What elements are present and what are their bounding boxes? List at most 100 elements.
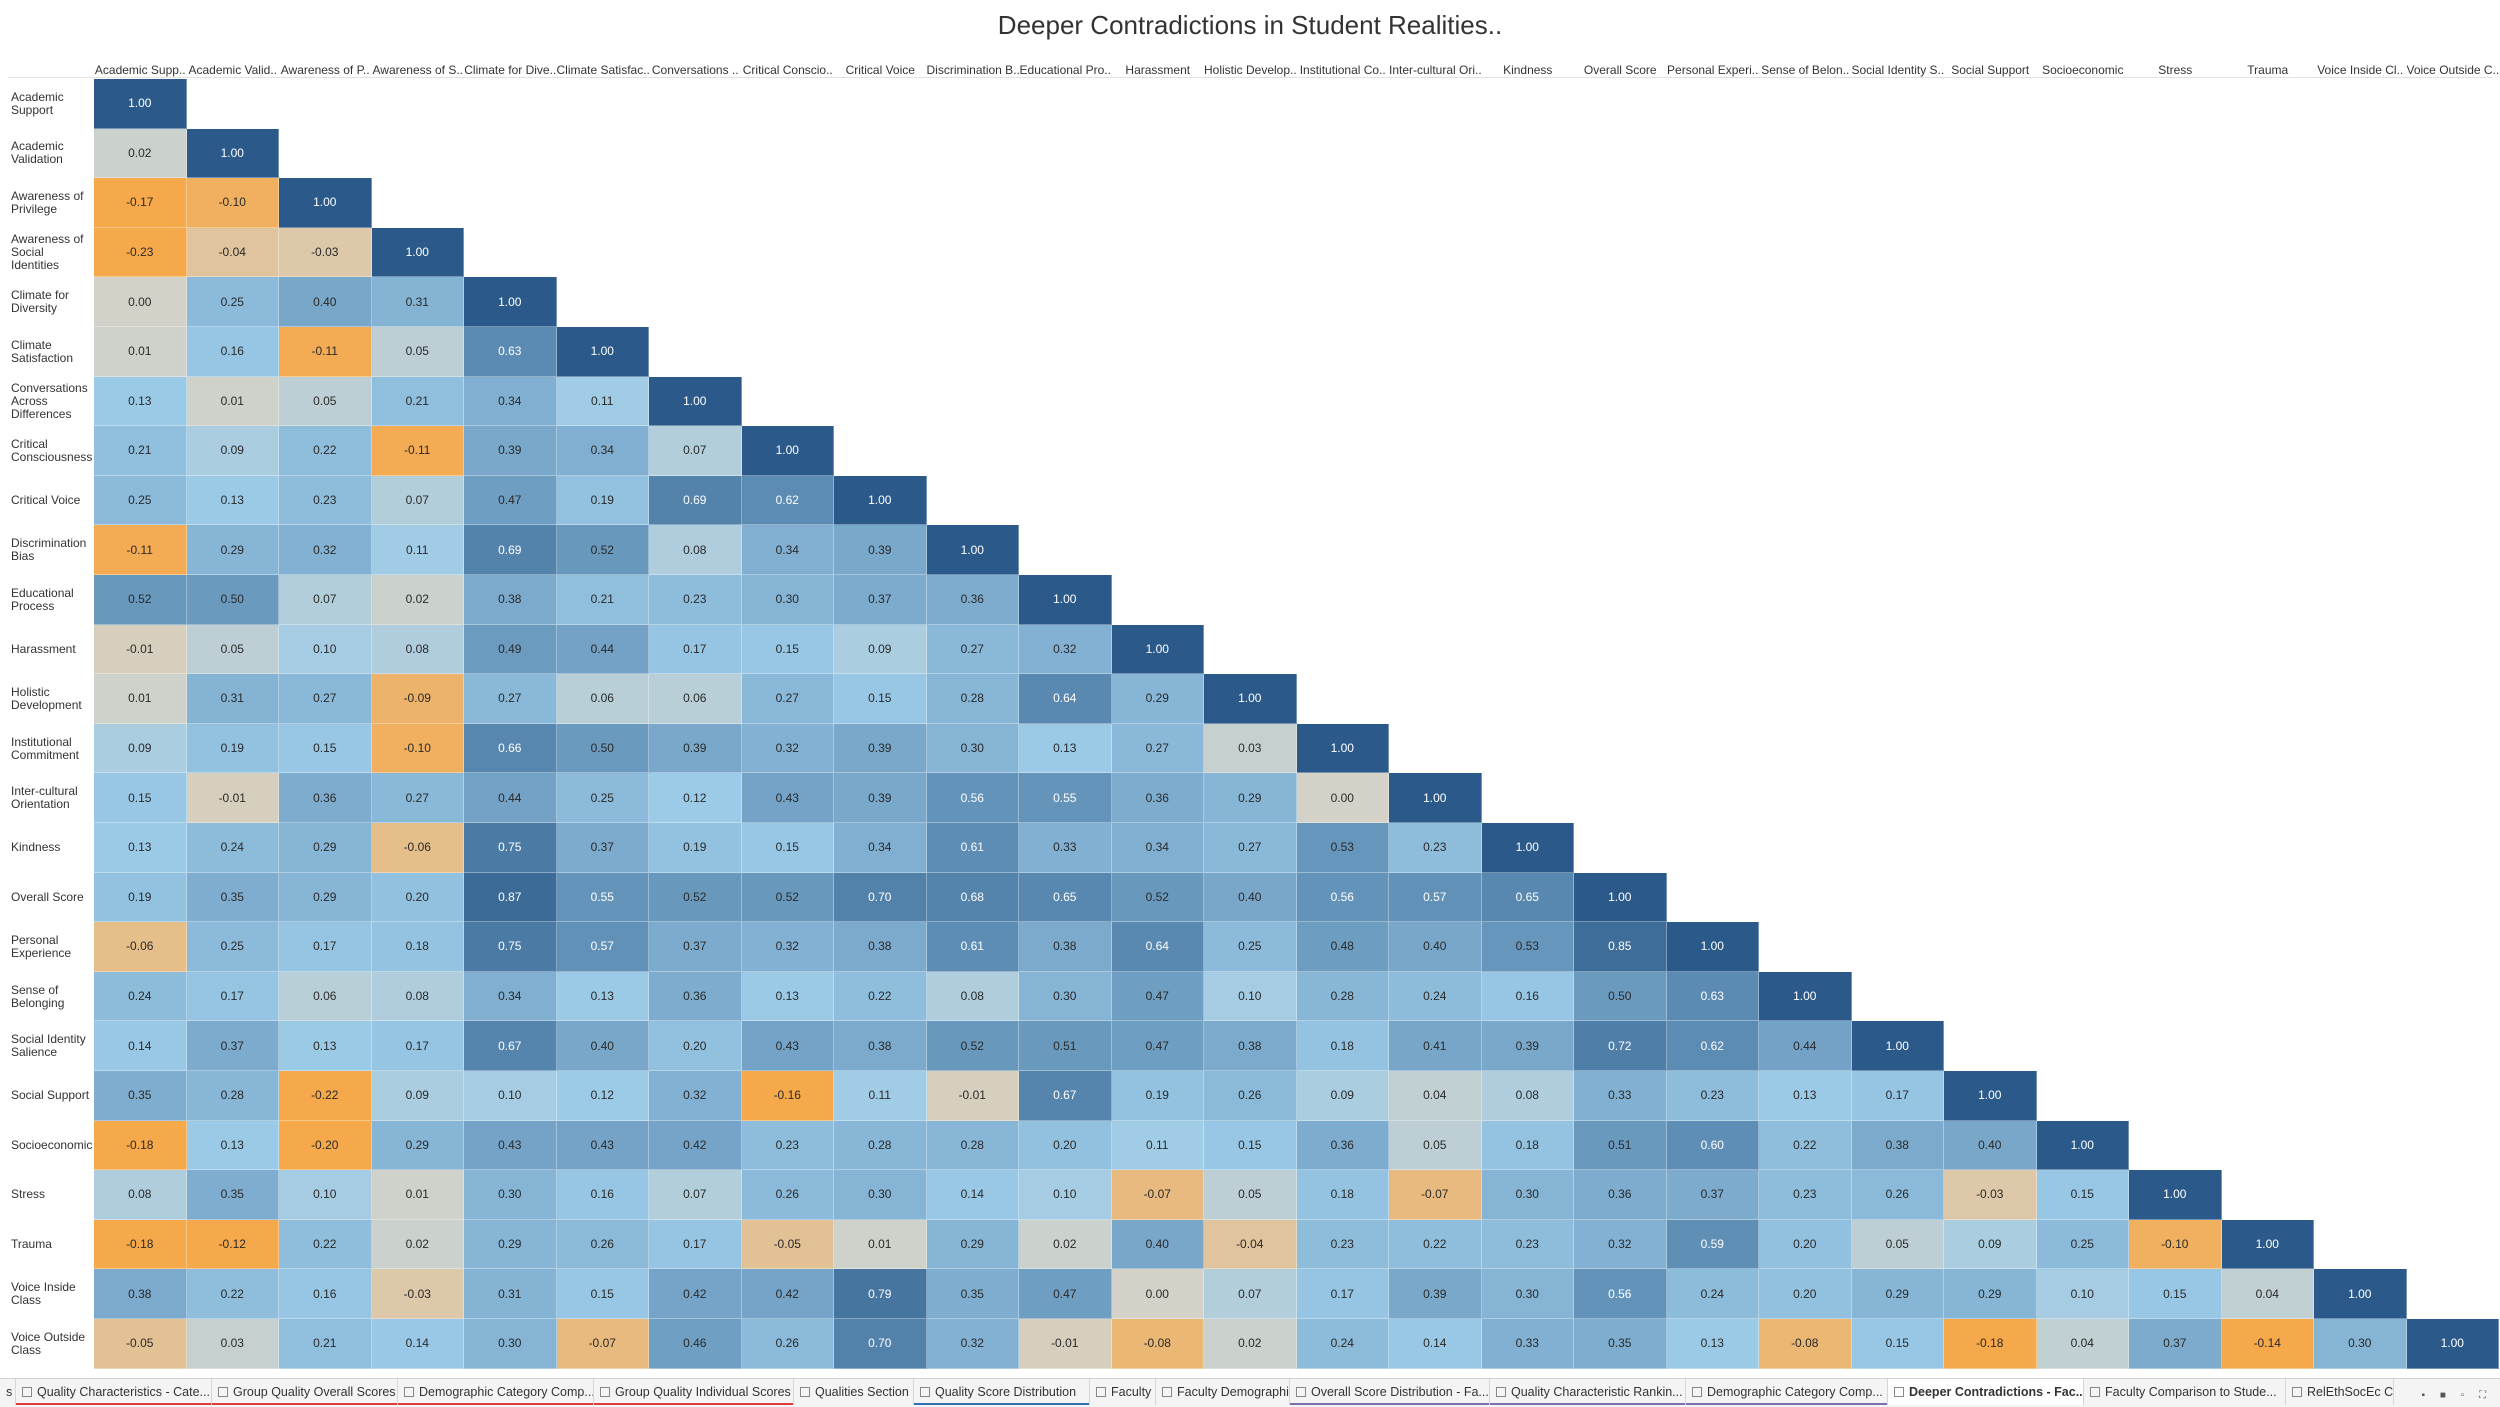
correlation-cell[interactable]: 0.38 — [1204, 1021, 1297, 1071]
correlation-cell[interactable]: 0.27 — [371, 773, 464, 823]
correlation-cell[interactable]: 0.38 — [834, 922, 927, 972]
correlation-cell[interactable]: 0.56 — [1296, 872, 1389, 923]
correlation-cell[interactable]: 0.09 — [94, 723, 187, 774]
correlation-cell[interactable]: 0.30 — [464, 1170, 557, 1220]
correlation-cell[interactable]: 0.38 — [834, 1021, 927, 1071]
correlation-cell[interactable]: 1.00 — [94, 79, 187, 129]
correlation-cell[interactable]: 0.37 — [556, 823, 649, 873]
correlation-cell[interactable]: 1.00 — [1296, 723, 1389, 774]
correlation-cell[interactable]: 0.05 — [186, 624, 279, 675]
correlation-cell[interactable]: -0.04 — [1204, 1219, 1297, 1270]
correlation-cell[interactable]: 0.37 — [834, 575, 927, 625]
correlation-cell[interactable]: 0.31 — [464, 1269, 557, 1319]
correlation-cell[interactable]: 0.39 — [834, 723, 927, 774]
correlation-cell[interactable]: 0.13 — [186, 1120, 279, 1171]
correlation-cell[interactable]: 0.08 — [1481, 1071, 1574, 1121]
correlation-cell[interactable]: 0.07 — [649, 426, 742, 476]
correlation-cell[interactable]: -0.10 — [186, 178, 279, 228]
correlation-cell[interactable]: 0.29 — [1851, 1269, 1944, 1319]
correlation-cell[interactable]: -0.07 — [1389, 1170, 1482, 1220]
correlation-cell[interactable]: 0.20 — [371, 872, 464, 923]
correlation-cell[interactable]: 1.00 — [2129, 1170, 2222, 1220]
correlation-cell[interactable]: 0.44 — [556, 624, 649, 675]
correlation-cell[interactable]: 0.17 — [1851, 1071, 1944, 1121]
correlation-cell[interactable]: 0.46 — [649, 1319, 742, 1369]
correlation-cell[interactable]: 0.08 — [371, 624, 464, 675]
correlation-cell[interactable]: 0.04 — [2036, 1319, 2129, 1369]
correlation-cell[interactable]: 1.00 — [1944, 1071, 2037, 1121]
correlation-cell[interactable]: 0.49 — [464, 624, 557, 675]
correlation-cell[interactable]: 0.52 — [926, 1021, 1019, 1071]
correlation-cell[interactable]: 0.47 — [1111, 1021, 1204, 1071]
correlation-cell[interactable]: -0.10 — [371, 723, 464, 774]
correlation-cell[interactable]: 0.23 — [1296, 1219, 1389, 1270]
correlation-cell[interactable]: 0.18 — [1481, 1120, 1574, 1171]
correlation-cell[interactable]: -0.08 — [1759, 1319, 1852, 1369]
correlation-cell[interactable]: 0.60 — [1666, 1120, 1759, 1171]
correlation-cell[interactable]: 0.31 — [186, 674, 279, 724]
correlation-cell[interactable]: 0.39 — [1389, 1269, 1482, 1319]
correlation-cell[interactable]: 0.21 — [94, 426, 187, 476]
correlation-cell[interactable]: 0.30 — [1019, 971, 1112, 1022]
correlation-cell[interactable]: 0.29 — [926, 1219, 1019, 1270]
correlation-cell[interactable]: 1.00 — [1389, 773, 1482, 823]
correlation-cell[interactable]: 0.17 — [279, 922, 372, 972]
correlation-cell[interactable]: 0.70 — [834, 872, 927, 923]
correlation-cell[interactable]: 0.10 — [464, 1071, 557, 1121]
correlation-cell[interactable]: 0.00 — [1296, 773, 1389, 823]
correlation-cell[interactable]: 0.39 — [834, 525, 927, 575]
correlation-cell[interactable]: 0.16 — [279, 1269, 372, 1319]
correlation-cell[interactable]: 0.53 — [1296, 823, 1389, 873]
correlation-cell[interactable]: 1.00 — [741, 426, 834, 476]
correlation-cell[interactable]: 0.15 — [834, 674, 927, 724]
correlation-cell[interactable]: 0.53 — [1481, 922, 1574, 972]
correlation-cell[interactable]: 0.44 — [1759, 1021, 1852, 1071]
correlation-cell[interactable]: 0.38 — [94, 1269, 187, 1319]
correlation-cell[interactable]: 0.25 — [1204, 922, 1297, 972]
correlation-cell[interactable]: 0.05 — [279, 376, 372, 427]
correlation-cell[interactable]: 0.38 — [464, 575, 557, 625]
correlation-cell[interactable]: 0.43 — [464, 1120, 557, 1171]
correlation-cell[interactable]: 0.15 — [1851, 1319, 1944, 1369]
correlation-cell[interactable]: -0.11 — [94, 525, 187, 575]
correlation-cell[interactable]: 0.61 — [926, 823, 1019, 873]
sheet-tab[interactable]: Faculty Demographics — [1156, 1379, 1290, 1405]
correlation-cell[interactable]: 0.26 — [556, 1219, 649, 1270]
correlation-cell[interactable]: -0.01 — [94, 624, 187, 675]
correlation-cell[interactable]: 0.13 — [94, 376, 187, 427]
correlation-cell[interactable]: 0.25 — [186, 922, 279, 972]
sheet-tab[interactable]: Demographic Category Comp... — [398, 1379, 594, 1405]
correlation-cell[interactable]: 0.52 — [741, 872, 834, 923]
correlation-cell[interactable]: 0.03 — [186, 1319, 279, 1369]
correlation-cell[interactable]: 1.00 — [1481, 823, 1574, 873]
correlation-cell[interactable]: 0.24 — [1666, 1269, 1759, 1319]
correlation-cell[interactable]: 0.18 — [1296, 1170, 1389, 1220]
correlation-cell[interactable]: 0.03 — [1204, 723, 1297, 774]
correlation-cell[interactable]: 0.35 — [94, 1071, 187, 1121]
correlation-cell[interactable]: 0.37 — [186, 1021, 279, 1071]
sheet-tab[interactable]: Group Quality Individual Scores — [594, 1379, 794, 1405]
correlation-cell[interactable]: 0.27 — [1204, 823, 1297, 873]
correlation-cell[interactable]: 0.33 — [1574, 1071, 1667, 1121]
correlation-cell[interactable]: 0.51 — [1574, 1120, 1667, 1171]
correlation-cell[interactable]: 0.36 — [279, 773, 372, 823]
sheet-tab[interactable]: Quality Score Distribution — [914, 1379, 1090, 1405]
correlation-cell[interactable]: 0.13 — [1019, 723, 1112, 774]
correlation-cell[interactable]: 0.36 — [1111, 773, 1204, 823]
correlation-cell[interactable]: 0.32 — [741, 922, 834, 972]
correlation-cell[interactable]: 0.20 — [1019, 1120, 1112, 1171]
correlation-cell[interactable]: 0.15 — [2129, 1269, 2222, 1319]
correlation-cell[interactable]: 0.52 — [1111, 872, 1204, 923]
correlation-cell[interactable]: -0.18 — [94, 1219, 187, 1270]
correlation-cell[interactable]: 0.29 — [186, 525, 279, 575]
correlation-cell[interactable]: 0.32 — [741, 723, 834, 774]
correlation-cell[interactable]: 0.05 — [1851, 1219, 1944, 1270]
correlation-cell[interactable]: 0.16 — [1481, 971, 1574, 1022]
correlation-cell[interactable]: 0.52 — [556, 525, 649, 575]
correlation-cell[interactable]: 0.07 — [371, 475, 464, 526]
correlation-cell[interactable]: 0.28 — [186, 1071, 279, 1121]
correlation-cell[interactable]: 0.06 — [556, 674, 649, 724]
correlation-cell[interactable]: 0.18 — [1296, 1021, 1389, 1071]
sheet-tab[interactable]: Overall Score Distribution - Fa... — [1290, 1379, 1490, 1405]
correlation-cell[interactable]: 0.12 — [556, 1071, 649, 1121]
